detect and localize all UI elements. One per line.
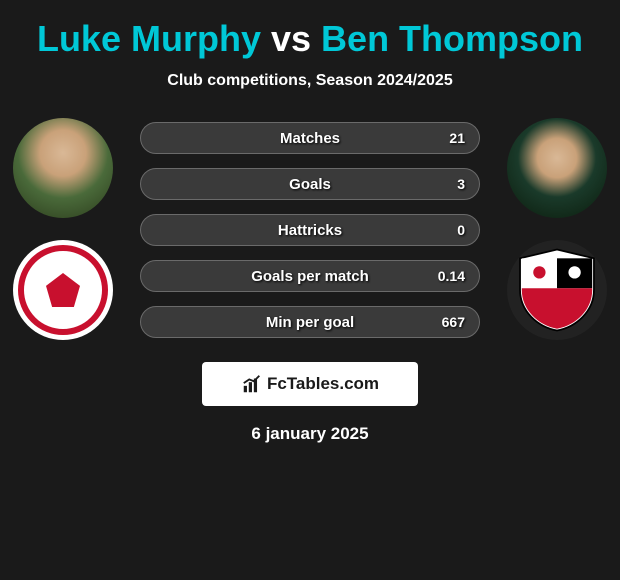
- stat-bar-min-per-goal: Min per goal 667: [140, 306, 480, 338]
- player2-name: Ben Thompson: [321, 18, 583, 59]
- stat-bar-goals-per-match: Goals per match 0.14: [140, 260, 480, 292]
- stat-right-value: 0.14: [425, 268, 465, 284]
- left-column: [8, 118, 118, 340]
- right-column: [502, 118, 612, 340]
- player2-club-badge: [507, 240, 607, 340]
- stat-label: Hattricks: [278, 222, 342, 239]
- stat-label: Goals per match: [251, 268, 369, 285]
- stat-right-value: 667: [425, 314, 465, 330]
- vs-text: vs: [271, 18, 311, 59]
- stat-right-value: 0: [425, 222, 465, 238]
- stats-column: Matches 21 Goals 3 Hattricks 0 Goals per…: [118, 122, 502, 338]
- subtitle: Club competitions, Season 2024/2025: [0, 72, 620, 90]
- stat-bar-hattricks: Hattricks 0: [140, 214, 480, 246]
- player1-club-badge: [13, 240, 113, 340]
- stat-label: Goals: [289, 176, 331, 193]
- stat-right-value: 3: [425, 176, 465, 192]
- stat-label: Matches: [280, 130, 340, 147]
- comparison-title: Luke Murphy vs Ben Thompson: [0, 18, 620, 60]
- chart-icon: [241, 373, 263, 395]
- stat-label: Min per goal: [266, 314, 354, 331]
- player1-photo: [13, 118, 113, 218]
- player1-name: Luke Murphy: [37, 18, 261, 59]
- brand-box: FcTables.com: [202, 362, 418, 406]
- player2-photo: [507, 118, 607, 218]
- comparison-card: Luke Murphy vs Ben Thompson Club competi…: [0, 0, 620, 444]
- stat-right-value: 21: [425, 130, 465, 146]
- shield-icon: [513, 246, 601, 334]
- brand-text: FcTables.com: [267, 374, 379, 394]
- stat-bar-matches: Matches 21: [140, 122, 480, 154]
- main-row: Matches 21 Goals 3 Hattricks 0 Goals per…: [0, 118, 620, 340]
- date-text: 6 january 2025: [0, 424, 620, 444]
- stat-bar-goals: Goals 3: [140, 168, 480, 200]
